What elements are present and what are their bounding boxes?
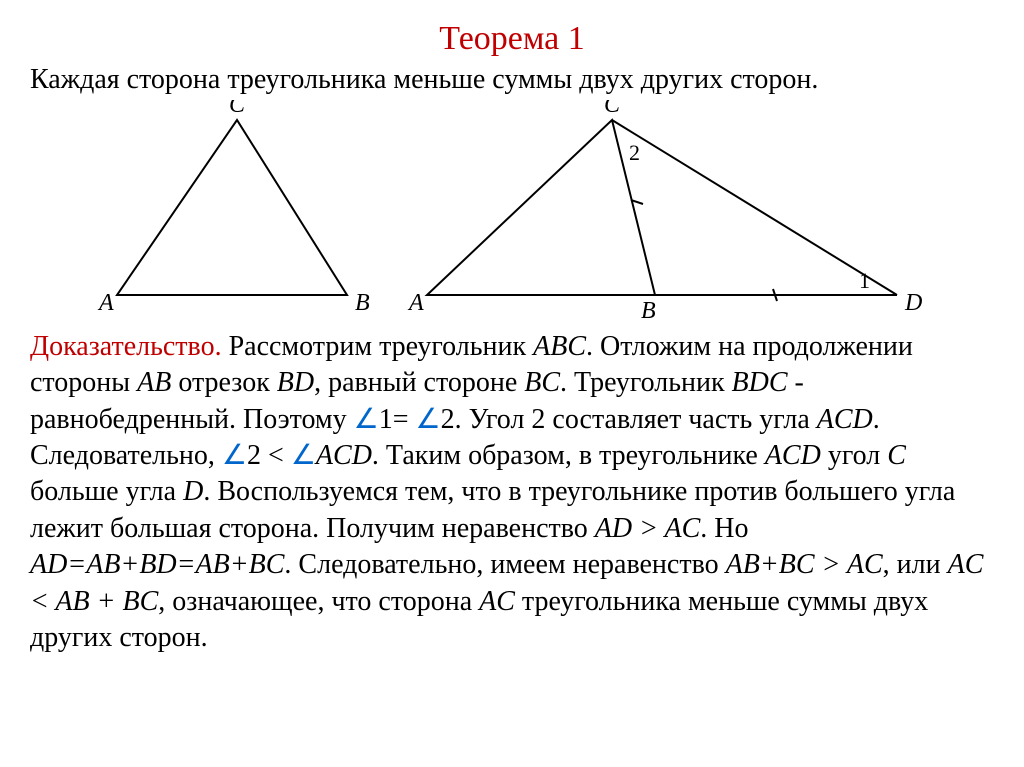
proof-body: Доказательство. Рассмотрим треугольник A… [30,329,994,657]
svg-text:B: B [355,290,370,316]
title-text: Теорема 1 [439,20,585,57]
svg-text:C: C [229,100,246,118]
figures-row: A B C A B C D 1 2 [30,100,994,325]
figure-triangle-abcd: A B C D 1 2 [397,100,937,325]
theorem-statement: Каждая сторона треугольника меньше суммы… [30,62,994,98]
proof-text: Рассмотрим треугольник ABC. Отложим на п… [30,331,983,653]
figure-triangle-abc: A B C [87,100,387,320]
svg-text:A: A [97,290,114,316]
angle-icon: ∠ [222,440,247,471]
svg-text:D: D [904,290,922,316]
angle-icon: ∠ [416,404,441,435]
svg-text:C: C [604,100,621,118]
angle-icon: ∠ [354,404,379,435]
svg-text:A: A [407,290,424,316]
proof-label: Доказательство. [30,331,222,362]
svg-text:B: B [641,298,656,324]
svg-text:1: 1 [859,268,870,293]
svg-text:2: 2 [629,140,640,165]
theorem-title: Теорема 1 [30,20,994,58]
angle-icon: ∠ [291,440,316,471]
